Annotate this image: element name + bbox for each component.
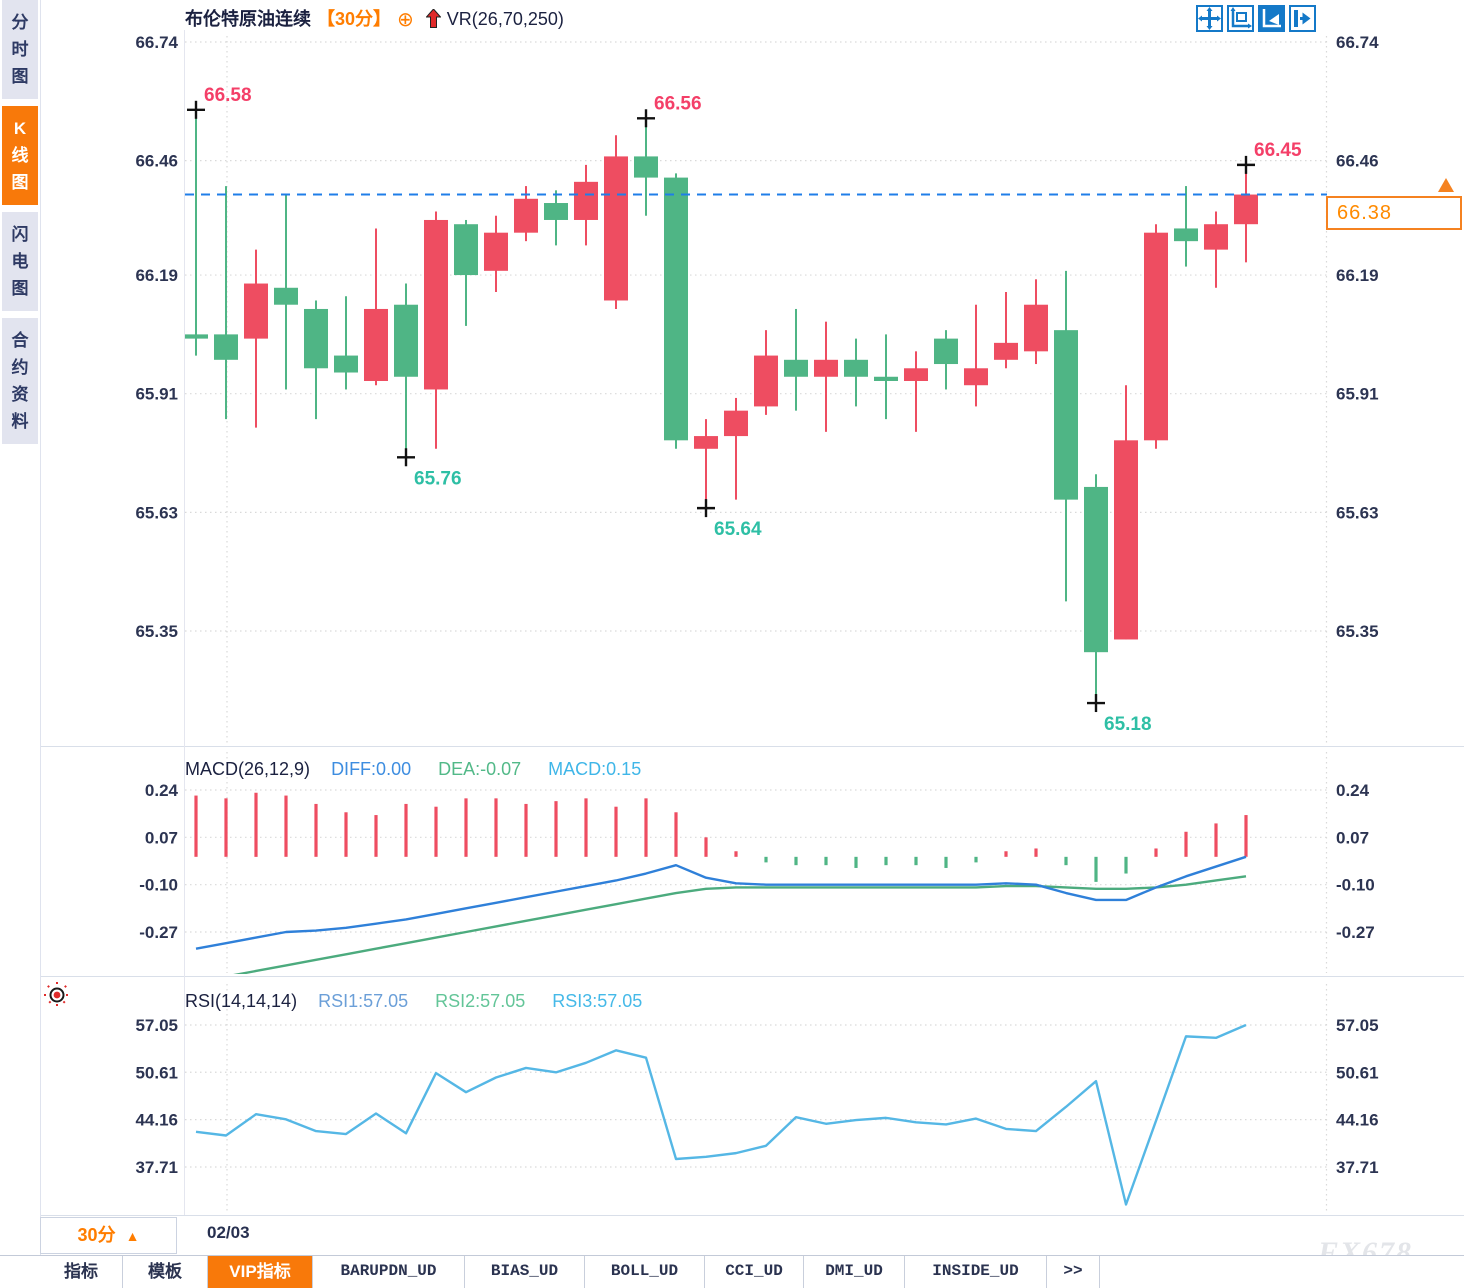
y-axis-label: -0.27 (1336, 923, 1375, 942)
sidebar-item-contract-info[interactable]: 合约资料 (2, 318, 38, 444)
chart-toolbar (1196, 5, 1320, 32)
axis-range-tool-icon[interactable] (1227, 5, 1254, 32)
macd-legend: MACD(26,12,9) DIFF:0.00 DEA:-0.07 MACD:0… (185, 757, 663, 781)
y-axis-label: 66.46 (1336, 152, 1379, 171)
sidebar-item-time-chart[interactable]: 分时图 (2, 0, 38, 99)
tab-vip-indicators[interactable]: VIP指标 (208, 1256, 313, 1288)
tab-inside-ud[interactable]: INSIDE_UD (905, 1256, 1047, 1288)
y-axis-label: 37.71 (1336, 1158, 1379, 1177)
y-axis-label: -0.10 (1336, 876, 1375, 895)
rsi-layer (195, 1023, 1247, 1206)
y-axis-label: 66.19 (1336, 266, 1379, 285)
y-axis-label: -0.27 (139, 923, 178, 942)
macd-dea-value: DEA:-0.07 (438, 759, 522, 779)
extreme-price-label: 65.18 (1104, 714, 1152, 735)
macd-params-label: MACD(26,12,9) (185, 759, 311, 779)
y-axis-label: 57.05 (135, 1016, 178, 1035)
panel-divider (40, 746, 1464, 747)
y-axis-label: 65.63 (1336, 503, 1379, 522)
period-tag: 【30分】 (317, 9, 392, 29)
y-axis-label: 50.61 (1336, 1063, 1379, 1082)
extreme-price-label: 66.45 (1254, 140, 1302, 161)
sidebar-item-kline-chart[interactable]: K线图 (2, 106, 38, 205)
last-price-tag: 66.38 (1326, 196, 1462, 230)
rsi-panel-grid: 57.05 57.05 50.61 50.61 44.16 44.16 37.71 37.71 (135, 984, 1379, 1212)
alert-sun-icon[interactable] (42, 980, 72, 1015)
y-axis-label: 66.74 (1336, 33, 1379, 52)
pan-tool-icon[interactable] (1196, 5, 1223, 32)
macd-diff-value: DIFF:0.00 (331, 759, 412, 779)
tab-cci-ud[interactable]: CCI_UD (705, 1256, 804, 1288)
y-axis-label: 0.07 (1336, 828, 1369, 847)
dropdown-up-icon: ▲ (125, 1228, 140, 1244)
collapse-right-tool-icon[interactable] (1289, 5, 1316, 32)
candles-layer (184, 109, 1258, 704)
extreme-price-label: 66.56 (654, 93, 702, 114)
y-axis-label: 66.46 (135, 152, 178, 171)
rsi-legend: RSI(14,14,14) RSI1:57.05 RSI2:57.05 RSI3… (185, 989, 664, 1013)
sidebar-item-lightning-chart[interactable]: 闪电图 (2, 212, 38, 311)
y-axis-label: 65.35 (1336, 622, 1379, 641)
panel-divider (0, 1215, 1464, 1216)
add-indicator-icon[interactable]: ⊕ (397, 9, 414, 31)
extreme-price-label: 66.58 (204, 85, 252, 106)
macd-panel-grid: 0.24 0.24 0.07 0.07 -0.10 -0.10 -0.27 -0.27 (139, 752, 1375, 973)
price-up-arrow-icon (425, 8, 442, 32)
panel-divider (40, 976, 1464, 977)
y-axis-label: 44.16 (135, 1111, 178, 1130)
macd-macd-value: MACD:0.15 (548, 759, 642, 779)
symbol-title: 布伦特原油连续 (185, 9, 311, 29)
tab-templates[interactable]: 模板 (123, 1256, 208, 1288)
y-axis-label: 0.07 (145, 828, 178, 847)
extreme-price-label: 65.64 (714, 519, 762, 540)
sidebar-item-label: 闪电图 (11, 225, 29, 298)
tab-bias-ud[interactable]: BIAS_UD (465, 1256, 585, 1288)
sidebar-item-label: 分时图 (11, 13, 29, 86)
y-axis-label: 37.71 (135, 1158, 178, 1177)
extreme-annotations: 66.58 66.56 66.45 65.76 65.64 65.18 (187, 85, 1302, 735)
indicator-tabbar: 指标 模板 VIP指标 BARUPDN_UD BIAS_UD BOLL_UD C… (0, 1255, 1464, 1288)
sidebar: 分时图 K线图 闪电图 合约资料 (0, 0, 41, 1255)
sidebar-item-label: 合约资料 (11, 331, 29, 431)
period-selector[interactable]: 30分 ▲ (40, 1217, 177, 1254)
tab-more[interactable]: >> (1047, 1256, 1100, 1288)
y-axis-label: 0.24 (1336, 781, 1370, 800)
y-axis-label: 57.05 (1336, 1016, 1379, 1035)
y-axis-label: 65.63 (135, 503, 178, 522)
date-axis-label: 02/03 (207, 1223, 250, 1242)
y-axis-label: 50.61 (135, 1063, 178, 1082)
tab-boll-ud[interactable]: BOLL_UD (585, 1256, 705, 1288)
y-axis-label: -0.10 (139, 876, 178, 895)
tabbar-spacer (0, 1256, 40, 1288)
y-axis-label: 0.24 (145, 781, 179, 800)
tab-barupdn-ud[interactable]: BARUPDN_UD (313, 1256, 465, 1288)
tab-indicators[interactable]: 指标 (40, 1256, 123, 1288)
rsi3-value: RSI3:57.05 (552, 991, 643, 1011)
pointer-tool-icon[interactable] (1258, 5, 1285, 32)
rsi1-value: RSI1:57.05 (318, 991, 409, 1011)
period-label: 30分 (77, 1225, 116, 1245)
y-axis-label: 66.74 (135, 33, 178, 52)
chart-header: 布伦特原油连续 【30分】 ⊕ VR(26,70,250) (185, 6, 564, 32)
y-axis-label: 65.91 (135, 385, 178, 404)
axis-gutter-divider (184, 30, 185, 1215)
price-marker-arrow-icon (1438, 178, 1454, 192)
y-axis-label: 44.16 (1336, 1111, 1379, 1130)
extreme-price-label: 65.76 (414, 468, 462, 489)
y-axis-label: 65.91 (1336, 385, 1379, 404)
rsi2-value: RSI2:57.05 (435, 991, 526, 1011)
y-axis-label: 65.35 (135, 622, 178, 641)
y-axis-label: 66.19 (135, 266, 178, 285)
macd-layer (194, 792, 1248, 974)
rsi-params-label: RSI(14,14,14) (185, 991, 298, 1011)
sidebar-item-label: K线图 (11, 119, 29, 192)
indicator-label: VR(26,70,250) (446, 9, 564, 29)
tab-dmi-ud[interactable]: DMI_UD (804, 1256, 905, 1288)
